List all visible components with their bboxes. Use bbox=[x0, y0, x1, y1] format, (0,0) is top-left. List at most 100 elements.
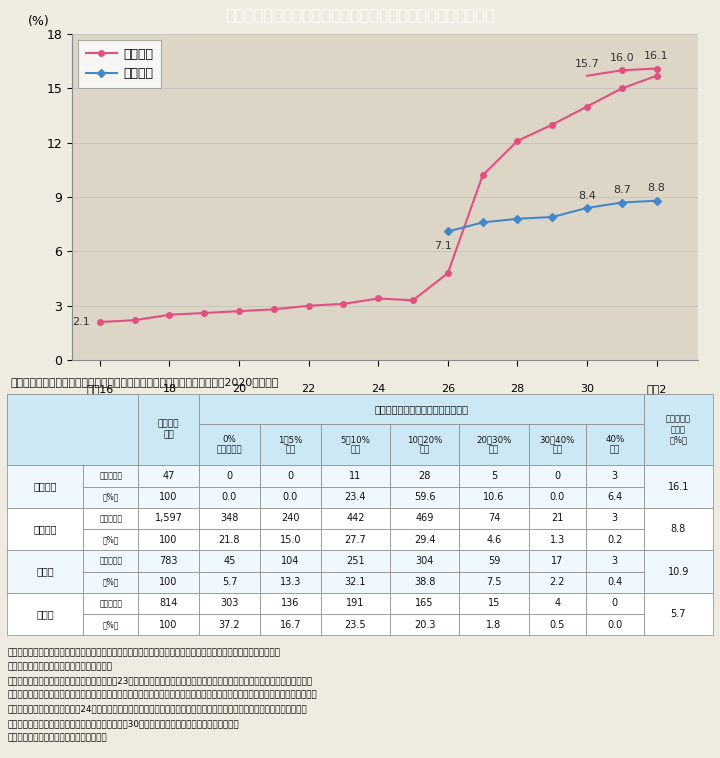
Bar bbox=[528, 593, 586, 614]
Bar bbox=[459, 572, 528, 593]
Text: （会議数）: （会議数） bbox=[99, 599, 122, 608]
Text: 442: 442 bbox=[346, 513, 364, 524]
Bar bbox=[390, 593, 459, 614]
Text: 28: 28 bbox=[510, 384, 525, 394]
Text: 8.4: 8.4 bbox=[578, 191, 596, 201]
Text: 59.6: 59.6 bbox=[414, 492, 436, 503]
Text: 23.5: 23.5 bbox=[345, 619, 366, 630]
都道府県 bbox=[305, 301, 313, 310]
Text: (2004): (2004) bbox=[81, 406, 118, 416]
Bar bbox=[528, 508, 586, 529]
Bar bbox=[199, 508, 260, 529]
Text: (%): (%) bbox=[28, 14, 50, 27]
Text: 1～5%
未満: 1～5% 未満 bbox=[278, 435, 302, 455]
Bar bbox=[260, 424, 320, 465]
Bar bbox=[84, 593, 138, 614]
都道府県 bbox=[235, 306, 243, 315]
Bar bbox=[199, 529, 260, 550]
Text: 7.1: 7.1 bbox=[433, 240, 451, 251]
Text: 191: 191 bbox=[346, 598, 364, 609]
Text: 304: 304 bbox=[415, 556, 434, 566]
Text: 15.7: 15.7 bbox=[575, 58, 600, 68]
Bar bbox=[586, 550, 644, 572]
Bar bbox=[199, 465, 260, 487]
Text: 6.4: 6.4 bbox=[607, 492, 622, 503]
Bar bbox=[199, 394, 644, 424]
Text: 飯舘村）が，平成24年値には，福島県の一部（川内村，葛尾村，飯舘村）がそれぞれ含まれていない。また，北: 飯舘村）が，平成24年値には，福島県の一部（川内村，葛尾村，飯舘村）がそれぞれ含… bbox=[7, 705, 307, 714]
Text: 24: 24 bbox=[371, 384, 385, 394]
Text: 16.0: 16.0 bbox=[610, 53, 634, 63]
Text: 8.8: 8.8 bbox=[648, 183, 665, 193]
Bar bbox=[138, 614, 199, 635]
Text: 251: 251 bbox=[346, 556, 364, 566]
Legend: 都道府県, 市区町村: 都道府県, 市区町村 bbox=[78, 40, 161, 88]
Text: 10.9: 10.9 bbox=[667, 566, 689, 577]
Text: Ｉ－４－６図　地方防災会議の委員に占める女性の割合の推移: Ｉ－４－６図 地方防災会議の委員に占める女性の割合の推移 bbox=[225, 7, 495, 22]
Bar bbox=[84, 550, 138, 572]
Bar bbox=[644, 508, 713, 550]
Bar bbox=[7, 394, 138, 465]
都道府県 bbox=[130, 315, 139, 324]
Line: 都道府県: 都道府県 bbox=[97, 73, 660, 324]
Bar bbox=[320, 424, 390, 465]
Bar bbox=[138, 465, 199, 487]
Line: 市区町村: 市区町村 bbox=[445, 198, 660, 234]
Bar bbox=[260, 487, 320, 508]
Text: ＜参考：委員に占める女性の割合階級別防災会議の数及び割合（令和２（2020）年）＞: ＜参考：委員に占める女性の割合階級別防災会議の数及び割合（令和２（2020）年）… bbox=[11, 377, 279, 387]
Bar bbox=[199, 593, 260, 614]
Text: 8.8: 8.8 bbox=[670, 524, 685, 534]
Bar bbox=[138, 529, 199, 550]
Bar bbox=[260, 614, 320, 635]
Text: 10.6: 10.6 bbox=[483, 492, 505, 503]
Bar bbox=[320, 614, 390, 635]
Text: 28: 28 bbox=[418, 471, 431, 481]
Text: 21: 21 bbox=[551, 513, 564, 524]
Text: 303: 303 bbox=[220, 598, 238, 609]
都道府県 bbox=[513, 136, 522, 146]
Text: 平成16: 平成16 bbox=[86, 384, 114, 394]
Bar bbox=[320, 550, 390, 572]
Bar bbox=[390, 424, 459, 465]
Bar bbox=[644, 550, 713, 593]
Bar bbox=[260, 572, 320, 593]
Bar bbox=[260, 465, 320, 487]
都道府県 bbox=[165, 310, 174, 319]
Text: 20: 20 bbox=[232, 384, 246, 394]
Bar bbox=[390, 465, 459, 487]
Text: 74: 74 bbox=[487, 513, 500, 524]
Text: 町　村: 町 村 bbox=[37, 609, 54, 619]
Text: （備考）１．内閣府「地方公共団体における男女共同参画社会の形成又は女性に関する施策の推進状況」より作成。: （備考）１．内閣府「地方公共団体における男女共同参画社会の形成又は女性に関する施… bbox=[7, 648, 280, 657]
Bar bbox=[390, 614, 459, 635]
Text: 0.0: 0.0 bbox=[283, 492, 298, 503]
Text: 7.5: 7.5 bbox=[486, 577, 502, 587]
Text: 27.7: 27.7 bbox=[344, 534, 366, 545]
Bar bbox=[7, 550, 84, 593]
Bar bbox=[84, 508, 138, 529]
Text: (2010): (2010) bbox=[290, 406, 327, 416]
Bar bbox=[528, 614, 586, 635]
Text: 市　区: 市 区 bbox=[37, 566, 54, 577]
Bar bbox=[84, 529, 138, 550]
Text: 5.7: 5.7 bbox=[222, 577, 237, 587]
Text: 3: 3 bbox=[612, 471, 618, 481]
Text: （%）: （%） bbox=[102, 535, 119, 544]
Text: (2006): (2006) bbox=[151, 406, 188, 416]
Bar bbox=[459, 424, 528, 465]
Bar bbox=[320, 487, 390, 508]
Text: 30～40%
未満: 30～40% 未満 bbox=[539, 435, 575, 455]
Bar bbox=[528, 529, 586, 550]
Bar bbox=[84, 465, 138, 487]
Bar bbox=[390, 572, 459, 593]
Bar bbox=[528, 572, 586, 593]
Bar bbox=[7, 508, 84, 550]
Text: 469: 469 bbox=[415, 513, 434, 524]
Bar bbox=[528, 424, 586, 465]
Text: 16.1: 16.1 bbox=[667, 481, 689, 492]
Bar bbox=[320, 465, 390, 487]
Text: （会議数）: （会議数） bbox=[99, 514, 122, 523]
Text: 5: 5 bbox=[491, 471, 497, 481]
市区町村 bbox=[513, 215, 522, 224]
市区町村 bbox=[618, 198, 626, 207]
Text: 0.0: 0.0 bbox=[549, 492, 565, 503]
Bar bbox=[199, 487, 260, 508]
